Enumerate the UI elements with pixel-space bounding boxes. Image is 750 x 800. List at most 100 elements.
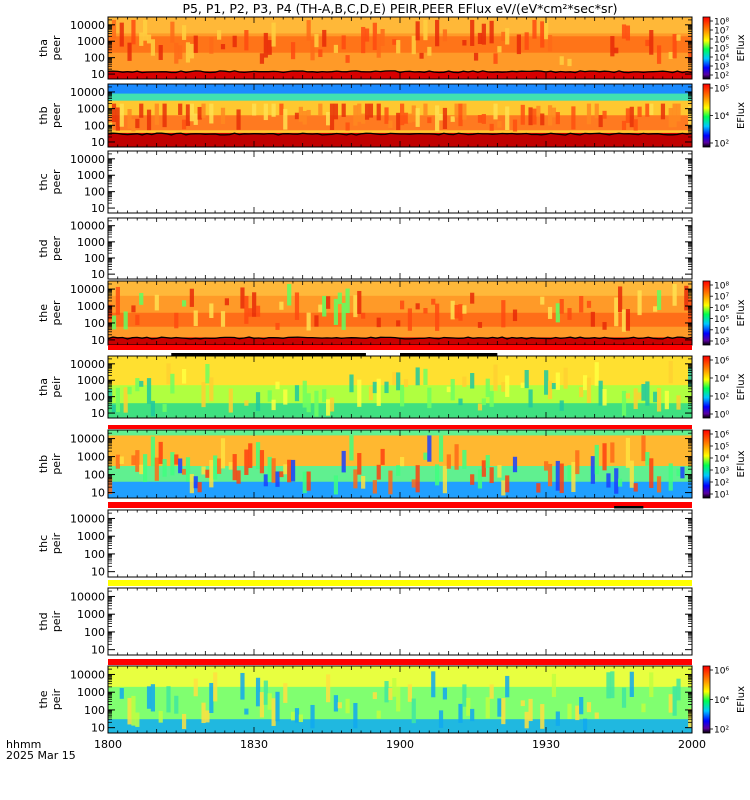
panel-probe-label: thb	[37, 106, 50, 124]
colorbar-tick-label: 10⁷	[714, 293, 729, 303]
colorbar-tick-label: 10²	[714, 726, 729, 736]
thd-peer-ytick-label: 10000	[70, 220, 105, 233]
the-peer-ytick-label: 100	[84, 317, 105, 330]
panel-thc-peer: 10 100 1000 10000 thc peer	[37, 150, 693, 215]
figure-title: P5, P1, P2, P3, P4 (TH-A,B,C,D,E) PEIR,P…	[182, 1, 617, 16]
thb-peer-ytick-label: 1000	[77, 103, 105, 116]
colorbar-tick-label: 10⁸	[714, 18, 729, 28]
panel-thd-peer: 10 100 1000 10000 thd peer	[37, 217, 693, 281]
colorbar-tha-peer	[702, 16, 711, 80]
separator-bar	[108, 580, 692, 586]
time-tick-label: 1800	[94, 738, 122, 751]
panel-probe-label: thd	[37, 239, 50, 257]
thc-peer-ytick-label: 100	[84, 186, 105, 199]
panel-species-label: peir	[50, 610, 63, 632]
panel-species-label: peir	[50, 453, 63, 475]
panel-thb-peer: 10 100 1000 10000 thb peer 10² 10⁴ 10⁵ EFlux	[37, 83, 747, 150]
colorbar-tick-label: 10³	[714, 467, 729, 477]
mode-bar	[400, 353, 498, 356]
time-tick-label: 1930	[532, 738, 560, 751]
panel-frame	[107, 509, 693, 578]
colorbar-tha-peir	[702, 355, 711, 419]
time-tick-label: 1900	[386, 738, 414, 751]
colorbar-tick-label: 10⁷	[714, 27, 729, 37]
colorbar-the-peer	[702, 280, 711, 346]
panel-species-label: peer	[50, 103, 63, 129]
time-tick-label: 2000	[678, 738, 706, 751]
colorbar-thb-peer	[702, 83, 711, 148]
panel-probe-label: thc	[37, 535, 50, 552]
thb-peir-ytick-label: 10	[91, 487, 105, 500]
colorbar-label: EFlux	[736, 299, 747, 326]
thc-peer-ytick-label: 10000	[70, 153, 105, 166]
panel-probe-label: thc	[37, 173, 50, 190]
tha-peer-ytick-label: 100	[84, 52, 105, 65]
colorbar-tick-label: 10⁶	[714, 431, 729, 441]
thb-peer-ytick-label: 10	[91, 136, 105, 149]
thb-peir-ytick-label: 1000	[77, 451, 105, 464]
spacecraft-potential-trace	[108, 70, 692, 74]
the-peir-ytick-label: 100	[84, 704, 105, 717]
colorbar-tick-label: 10⁸	[714, 282, 729, 292]
colorbar-tick-label: 10⁴	[714, 112, 729, 122]
colorbar-tick-label: 10²	[714, 393, 729, 403]
colorbar-tick-label: 10⁵	[714, 315, 729, 325]
thb-peir-ytick-label: 100	[84, 469, 105, 482]
thd-peir-ytick-label: 10	[91, 644, 105, 657]
mode-bar	[614, 506, 644, 509]
colorbar-tick-label: 10⁴	[714, 54, 729, 64]
colorbar-label: EFlux	[736, 34, 747, 61]
colorbar-tick-label: 10²	[714, 140, 729, 150]
colorbar-tick-label: 10⁴	[714, 375, 729, 385]
thc-peir-ytick-label: 10	[91, 566, 105, 579]
thd-peer-ytick-label: 1000	[77, 236, 105, 249]
thc-peer-ytick-label: 10	[91, 202, 105, 215]
panel-probe-label: tha	[37, 378, 50, 396]
colorbar-tick-label: 10³	[714, 338, 729, 348]
colorbar-tick-label: 10⁵	[714, 85, 729, 95]
colorbar-tick-label: 10²	[714, 479, 729, 489]
colorbar-tick-label: 10⁶	[714, 36, 729, 46]
panel-species-label: peer	[50, 236, 63, 262]
panel-species-label: peir	[50, 376, 63, 398]
the-peer-ytick-label: 10000	[70, 283, 105, 296]
colorbar-tick-label: 10⁴	[714, 696, 729, 706]
separator-bar	[108, 345, 692, 350]
colorbar-the-peir	[702, 665, 711, 734]
time-tick-label: 1830	[240, 738, 268, 751]
tha-peir-ytick-label: 100	[84, 391, 105, 404]
colorbar-tick-label: 10⁴	[714, 455, 729, 465]
time-axis: hhmm 2025 Mar 15 1800 1830 1900 1930 2000	[6, 738, 706, 762]
time-axis-label: hhmm	[6, 738, 41, 751]
panel-probe-label: the	[37, 690, 50, 708]
the-peir-ytick-label: 1000	[77, 686, 105, 699]
panel-probe-label: tha	[37, 39, 50, 57]
colorbar-tick-label: 10⁵	[714, 443, 729, 453]
panel-frame	[107, 217, 693, 280]
date-label: 2025 Mar 15	[6, 749, 76, 762]
panel-probe-label: thb	[37, 455, 50, 473]
colorbar-tick-label: 10⁵	[714, 45, 729, 55]
thc-peer-ytick-label: 1000	[77, 169, 105, 182]
thc-peir-ytick-label: 10000	[70, 512, 105, 525]
colorbar-tick-label: 10⁶	[714, 357, 729, 367]
thd-peer-ytick-label: 10	[91, 268, 105, 281]
colorbar-tick-label: 10⁴	[714, 326, 729, 336]
mode-bar	[171, 353, 366, 356]
thd-peir-ytick-label: 1000	[77, 608, 105, 621]
panel-probe-label: the	[37, 304, 50, 322]
colorbar-tick-label: 10³	[714, 63, 729, 73]
colorbar-label: EFlux	[736, 373, 747, 400]
panel-species-label: peer	[50, 169, 63, 195]
thd-peir-ytick-label: 100	[84, 626, 105, 639]
panel-species-label: peir	[50, 688, 63, 710]
colorbar-tick-label: 10⁶	[714, 667, 729, 677]
panel-thc-peir: 10 100 1000 10000 thc peir	[37, 509, 693, 579]
the-peir-ytick-label: 10	[91, 722, 105, 735]
panel-thb-peir: 10 100 1000 10000 thb peir 10¹ 10² 10³ 10⁴ 10⁵ 10⁶ E…	[37, 429, 747, 501]
tha-peer-ytick-label: 1000	[77, 35, 105, 48]
thc-peir-ytick-label: 1000	[77, 530, 105, 543]
